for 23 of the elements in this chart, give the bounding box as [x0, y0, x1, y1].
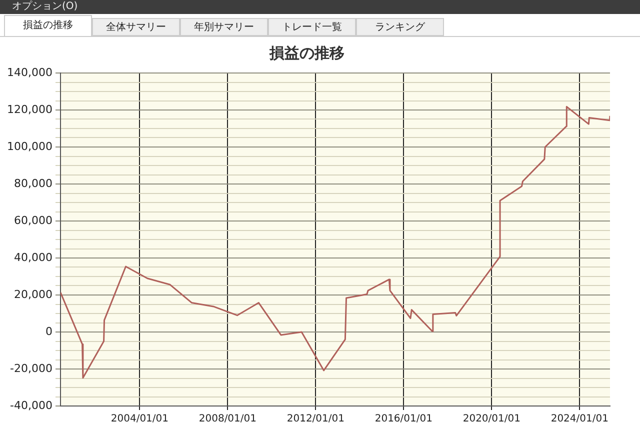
x-tick-label: 2008/01/01 — [198, 414, 256, 425]
y-tick-label: 20,000 — [14, 288, 52, 301]
text: 損益の推移 — [4, 15, 92, 36]
y-tick-label: 80,000 — [14, 176, 52, 190]
y-tick-label: 120,000 — [6, 102, 52, 116]
text: トレード一覧 — [268, 18, 356, 36]
y-tick-label: -40,000 — [10, 398, 52, 412]
x-tick-label: 2004/01/01 — [110, 414, 169, 425]
x-tick-label: 2020/01/01 — [462, 414, 520, 425]
text: 年別サマリー — [180, 18, 268, 36]
text: ランキング — [356, 18, 444, 36]
chart-title: 損益の推移 — [268, 44, 344, 62]
y-tick-label: 60,000 — [14, 214, 52, 227]
x-tick-label: 2024/01/01 — [550, 414, 608, 425]
y-tick-label: 140,000 — [6, 66, 52, 79]
text: オプション(O) — [0, 0, 640, 14]
x-tick-label: 2016/01/01 — [374, 414, 432, 425]
text: 全体サマリー — [92, 18, 180, 36]
y-tick-label: 100,000 — [6, 140, 52, 153]
y-tick-label: 40,000 — [14, 250, 52, 264]
x-tick-label: 2012/01/01 — [286, 414, 344, 425]
y-tick-label: -20,000 — [10, 362, 52, 375]
y-tick-label: 0 — [45, 324, 52, 338]
